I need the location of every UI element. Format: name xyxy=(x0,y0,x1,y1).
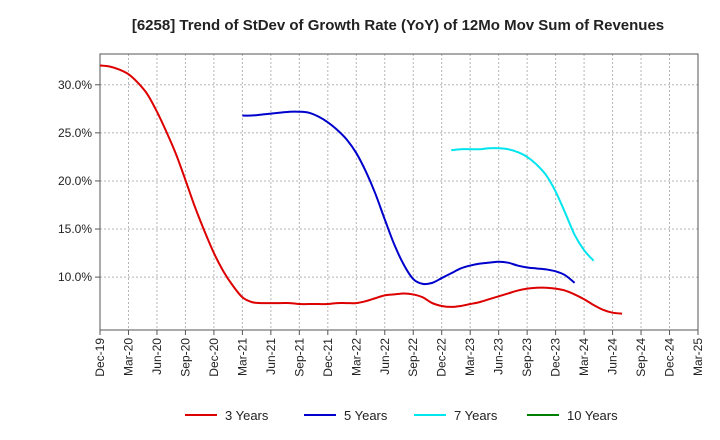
plot-area-border xyxy=(99,53,699,331)
y-tick-label: 20.0% xyxy=(58,174,92,188)
x-axis: Dec-19 Mar-20 Jun-20 Sep-20 Dec-20 Mar-21 Jun-… xyxy=(93,330,705,377)
x-tick-label: Mar-20 xyxy=(121,338,135,376)
series-lines xyxy=(99,64,623,315)
x-tick-label: Jun-23 xyxy=(492,338,506,375)
x-tick-label: Dec-22 xyxy=(435,338,449,377)
legend-label-3-years: 3 Years xyxy=(225,408,269,423)
y-tick-label: 10.0% xyxy=(58,270,92,284)
y-tick-label: 30.0% xyxy=(58,78,92,92)
x-tick-label: Sep-22 xyxy=(406,338,420,377)
x-tick-label: Dec-24 xyxy=(663,338,677,377)
x-tick-label: Mar-21 xyxy=(235,338,249,376)
chart-title: [6258] Trend of StDev of Growth Rate (Yo… xyxy=(132,17,664,34)
x-tick-label: Dec-20 xyxy=(207,338,221,377)
series-line-3-years xyxy=(99,64,623,315)
x-tick-label: Dec-21 xyxy=(321,338,335,377)
x-tick-label: Sep-24 xyxy=(634,338,648,377)
y-tick-label: 15.0% xyxy=(58,222,92,236)
y-tick-label: 25.0% xyxy=(58,126,92,140)
x-tick-label: Jun-20 xyxy=(150,338,164,375)
x-tick-label: Mar-24 xyxy=(577,338,591,376)
x-tick-label: Sep-21 xyxy=(292,338,306,377)
legend-label-7-years: 7 Years xyxy=(454,408,498,423)
series-line-7-years xyxy=(451,147,595,262)
x-tick-label: Jun-21 xyxy=(264,338,278,375)
y-axis: 10.0% 15.0% 20.0% 25.0% 30.0% xyxy=(58,78,100,284)
x-tick-label: Jun-24 xyxy=(606,338,620,375)
x-tick-label: Mar-25 xyxy=(691,338,705,376)
legend: 3 Years 5 Years 7 Years 10 Years xyxy=(185,408,618,423)
legend-label-10-years: 10 Years xyxy=(567,408,618,423)
legend-label-5-years: 5 Years xyxy=(344,408,388,423)
x-tick-label: Sep-23 xyxy=(520,338,534,377)
series-line-5-years xyxy=(242,110,576,286)
x-tick-label: Sep-20 xyxy=(178,338,192,377)
x-tick-label: Mar-23 xyxy=(463,338,477,376)
x-tick-label: Dec-19 xyxy=(93,338,107,377)
x-tick-label: Jun-22 xyxy=(378,338,392,375)
x-tick-label: Mar-22 xyxy=(349,338,363,376)
x-tick-label: Dec-23 xyxy=(549,338,563,377)
